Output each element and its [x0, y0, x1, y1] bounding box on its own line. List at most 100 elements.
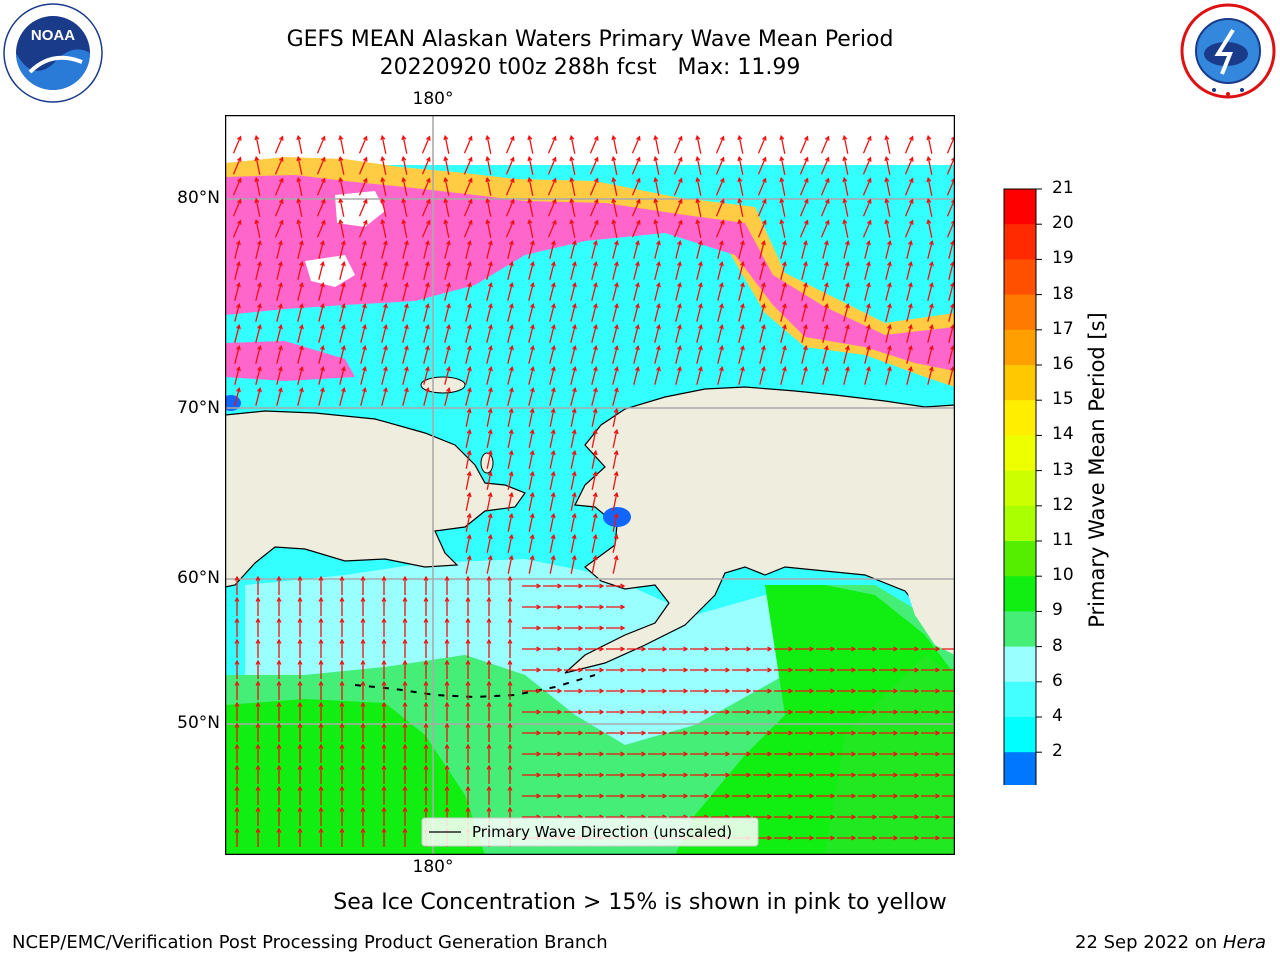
wave-arrow-head: [599, 583, 605, 589]
wave-arrow: [423, 241, 429, 259]
wave-arrow-head: [677, 177, 683, 183]
wave-arrow-head: [872, 709, 878, 715]
wave-arrow-head: [593, 260, 598, 267]
wave-arrow: [780, 241, 786, 259]
wave-arrow-head: [339, 806, 345, 812]
wave-arrow-head: [914, 793, 920, 799]
wave-arrow: [799, 136, 809, 154]
wave-arrow-head: [465, 638, 471, 644]
lat-label-60: 60°N: [177, 568, 220, 588]
wave-arrow: [906, 262, 912, 280]
wave-arrow: [232, 220, 242, 238]
wave-arrow: [904, 220, 914, 238]
wave-arrow: [906, 325, 912, 343]
wave-arrow: [612, 556, 618, 574]
wave-arrow: [715, 220, 725, 238]
wave-arrow-head: [529, 407, 535, 414]
wave-arrow-head: [425, 386, 430, 393]
wave-arrow-head: [929, 239, 934, 246]
wave-arrow: [381, 178, 387, 196]
wave-arrow-head: [485, 197, 491, 204]
wave-arrow-head: [641, 751, 647, 757]
wave-arrow-head: [318, 575, 324, 581]
sea-ice-footnote: Sea Ice Concentration > 15% is shown in …: [333, 890, 947, 915]
wave-arrow-head: [599, 709, 605, 715]
wave-arrow-head: [698, 239, 703, 246]
wave-arrow-head: [530, 281, 535, 288]
wave-arrow: [402, 304, 408, 322]
wave-arrow-head: [893, 814, 899, 820]
wave-arrow-head: [536, 583, 542, 589]
wave-arrow: [381, 241, 387, 259]
wave-arrow: [486, 409, 492, 427]
wave-arrow: [885, 157, 891, 175]
wave-arrow-head: [592, 407, 598, 414]
wave-arrow-head: [536, 730, 542, 736]
wave-arrow-head: [507, 722, 513, 728]
wave-arrow-head: [698, 302, 703, 309]
wave-arrow-head: [320, 365, 325, 372]
wave-arrow-head: [662, 646, 668, 652]
wave-arrow-head: [662, 667, 668, 673]
wave-arrow-head: [485, 134, 491, 141]
wave-arrow-head: [872, 835, 878, 841]
wave-arrow: [234, 325, 240, 343]
wave-arrow: [612, 199, 618, 217]
wave-arrow: [738, 283, 744, 301]
wave-arrow-head: [740, 365, 745, 372]
wave-arrow-head: [613, 554, 619, 561]
wave-arrow-head: [914, 646, 920, 652]
wave-arrow: [276, 304, 282, 322]
wave-arrow: [316, 199, 326, 217]
wave-arrow-head: [572, 281, 577, 288]
wave-arrow: [402, 325, 408, 343]
wave-arrow-head: [467, 135, 473, 141]
wave-arrow-head: [611, 134, 617, 141]
wave-arrow: [780, 346, 786, 364]
wave-arrow-head: [255, 638, 261, 644]
wave-arrow: [591, 346, 597, 364]
wave-arrow-head: [485, 218, 491, 225]
wave-arrow-head: [341, 365, 346, 372]
wave-arrow: [465, 514, 471, 532]
island-wrangel: [420, 376, 466, 394]
wave-arrow-head: [318, 680, 324, 686]
wave-arrow-head: [443, 176, 449, 183]
wave-arrow: [381, 346, 387, 364]
colorbar-tick-label: 21: [1052, 178, 1074, 198]
wave-arrow-head: [465, 680, 471, 686]
wave-arrow: [927, 241, 933, 259]
wave-arrow: [276, 367, 282, 385]
wave-arrow-head: [236, 135, 242, 141]
wave-arrow: [738, 178, 744, 196]
wave-arrow-head: [401, 134, 407, 141]
wave-arrow-head: [509, 281, 514, 288]
wave-arrow-head: [788, 772, 794, 778]
wave-arrow-head: [803, 344, 808, 351]
wave-arrow-head: [362, 323, 367, 330]
wave-arrow-head: [402, 701, 408, 707]
wave-arrow-head: [653, 134, 659, 141]
wave-arrow: [463, 136, 473, 154]
wave-arrow-head: [767, 814, 773, 820]
wave-arrow-head: [851, 688, 857, 694]
wave-arrow-head: [551, 281, 556, 288]
wave-arrow-head: [599, 772, 605, 778]
wave-arrow-head: [404, 260, 409, 267]
wave-arrow-head: [530, 260, 535, 267]
wave-arrow-head: [662, 751, 668, 757]
wave-arrow-head: [761, 198, 767, 204]
wave-arrow: [631, 136, 641, 154]
wave-arrow-head: [278, 135, 284, 141]
wave-arrow-head: [444, 701, 450, 707]
wave-arrow-head: [444, 638, 450, 644]
wave-arrow: [274, 199, 284, 217]
wave-arrow: [820, 178, 830, 196]
wave-arrow-head: [299, 344, 304, 351]
wave-arrow-head: [592, 554, 598, 561]
wave-arrow: [612, 304, 618, 322]
wave-arrow-head: [339, 575, 345, 581]
wave-arrow-head: [466, 407, 472, 414]
wave-arrow-head: [824, 281, 829, 288]
wave-arrow-head: [803, 281, 808, 288]
